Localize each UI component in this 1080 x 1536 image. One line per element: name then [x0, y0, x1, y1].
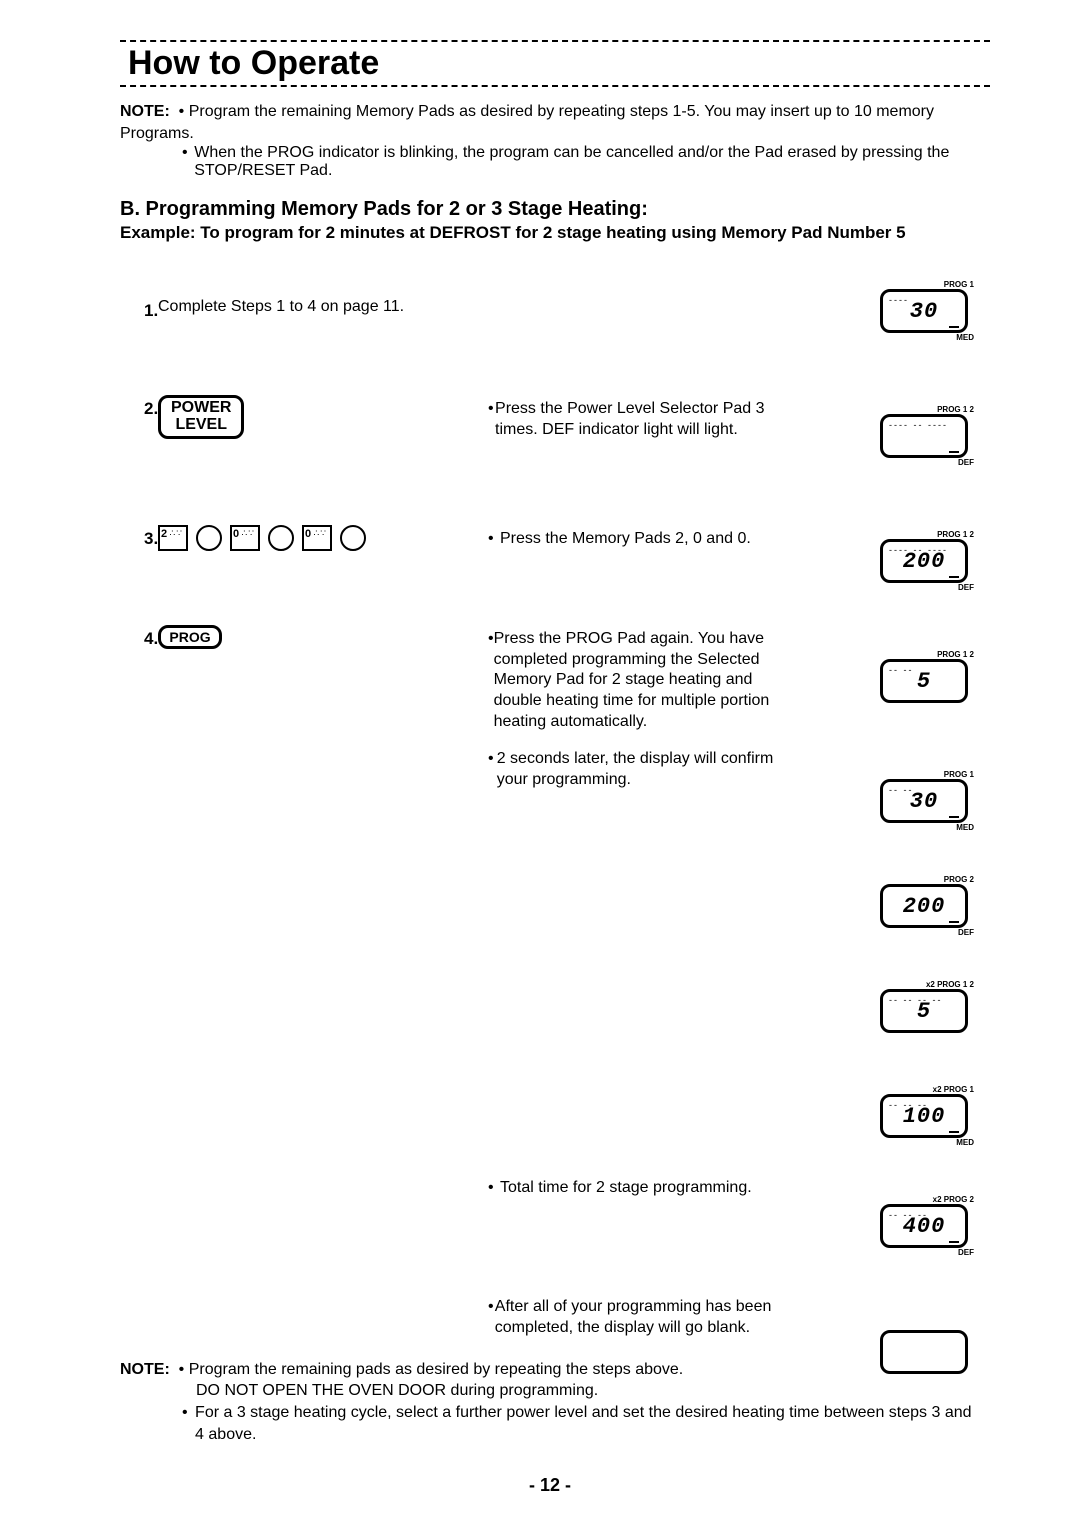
step-4: 4. PROG •Press the PROG Pad again. You h… [120, 621, 980, 791]
keypad-key: 0∴∵ [230, 525, 260, 551]
section-title: B. Programming Memory Pads for 2 or 3 St… [120, 198, 980, 221]
top-note-bullet: •When the PROG indicator is blinking, th… [120, 144, 980, 180]
display: x2 PROG 1 -- -- --100 MED [880, 1085, 980, 1147]
display: x2 PROG 2 -- -- --400 DEF [880, 1195, 980, 1257]
prog-button: PROG [158, 625, 222, 650]
page-number: - 12 - [120, 1475, 980, 1496]
step-3: 3. 2∴∵ 0∴∵ 0∴∵ •Press the Memory Pads 2,… [120, 521, 980, 551]
note-label: NOTE: [120, 103, 170, 120]
display: PROG 1 2 -- --5 [880, 650, 980, 703]
circle-icon [340, 525, 366, 551]
keypad-key: 0∴∵ [302, 525, 332, 551]
display: PROG 1 2 ---- -- ----200 DEF [880, 530, 980, 592]
display-blank [880, 1330, 980, 1374]
page-title: How to Operate [120, 40, 990, 87]
circle-icon [268, 525, 294, 551]
step-blank: •After all of your programming has been … [120, 1289, 980, 1339]
display: PROG 1 ----30 MED [880, 280, 980, 342]
power-level-button: POWER LEVEL [158, 395, 244, 439]
display: PROG 2 200 DEF [880, 875, 980, 937]
note-text: When the PROG indicator is blinking, the… [194, 144, 980, 180]
section-subtitle: Example: To program for 2 minutes at DEF… [120, 223, 980, 243]
display: x2 PROG 1 2 -- -- -- --5 [880, 980, 980, 1033]
keypad-key: 2∴∵ [158, 525, 188, 551]
top-note: NOTE: • Program the remaining Memory Pad… [120, 101, 980, 144]
circle-icon [196, 525, 222, 551]
display: PROG 1 2 ---- -- ---- DEF [880, 405, 980, 467]
note-text: Program the remaining Memory Pads as des… [120, 103, 934, 142]
step-2: 2. POWER LEVEL •Press the Power Level Se… [120, 391, 980, 441]
step-1: 1. Complete Steps 1 to 4 on page 11. [120, 293, 980, 321]
display: PROG 1 -- --30 MED [880, 770, 980, 832]
bottom-note: NOTE: • Program the remaining pads as de… [120, 1359, 980, 1445]
step-total: •Total time for 2 stage programming. [120, 1170, 980, 1199]
